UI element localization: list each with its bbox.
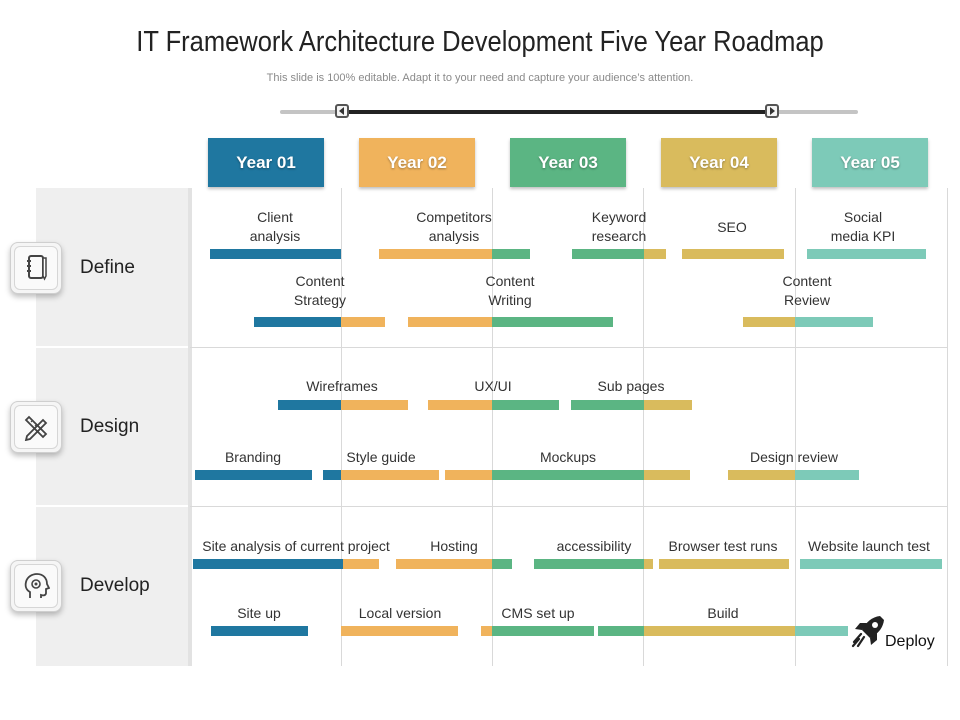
task-bar-content-strategy bbox=[254, 317, 341, 327]
task-bar-site-analysis bbox=[343, 559, 379, 569]
head-gear-icon bbox=[10, 560, 62, 612]
task-bar-accessibility bbox=[644, 559, 653, 569]
task-label-website-launch-test: Website launch test bbox=[808, 538, 930, 554]
slider-left-handle-icon[interactable] bbox=[335, 104, 349, 118]
task-bar-mockups bbox=[492, 470, 644, 480]
task-bar-website-launch-test bbox=[800, 559, 942, 569]
task-bar-competitors-analysis bbox=[492, 249, 530, 259]
task-label-site-up: Site up bbox=[237, 605, 281, 621]
year-header-5: Year 05 bbox=[812, 138, 928, 187]
page-subtitle: This slide is 100% editable. Adapt it to… bbox=[266, 72, 694, 84]
year-header-3: Year 03 bbox=[510, 138, 626, 187]
task-bar-build bbox=[598, 626, 644, 636]
task-bar-accessibility bbox=[534, 559, 644, 569]
phase-label-define: Define bbox=[80, 257, 135, 278]
rocket-icon bbox=[851, 616, 884, 648]
task-label-browser-test-runs: Browser test runs bbox=[668, 538, 778, 554]
task-label-design-review: Design review bbox=[750, 449, 838, 465]
task-label-site-analysis: Site analysis of current project bbox=[202, 538, 390, 554]
task-bar-hosting bbox=[492, 559, 512, 569]
task-label-sub-pages: Sub pages bbox=[597, 378, 665, 394]
year-header-2: Year 02 bbox=[359, 138, 475, 187]
task-label-hosting: Hosting bbox=[430, 538, 478, 554]
notebook-icon bbox=[10, 242, 62, 294]
phase-grid-line bbox=[190, 506, 948, 507]
task-bar-content-writing bbox=[408, 317, 492, 327]
task-bar-design-review bbox=[795, 470, 859, 480]
task-bar-ux-ui bbox=[492, 400, 559, 410]
phase-label-develop: Develop bbox=[80, 575, 150, 596]
task-bar-site-analysis bbox=[193, 559, 343, 569]
year-grid-line bbox=[795, 188, 796, 666]
task-label-content-review: Content Review bbox=[782, 273, 832, 308]
task-bar-keyword-research bbox=[572, 249, 644, 259]
task-bar-content-review bbox=[795, 317, 873, 327]
task-bar-style-guide bbox=[341, 470, 439, 480]
task-bar-hosting bbox=[396, 559, 492, 569]
year-grid-line bbox=[341, 188, 342, 666]
timeline-slider-range bbox=[342, 110, 772, 114]
task-bar-seo bbox=[682, 249, 784, 259]
task-label-keyword-research: Keyword research bbox=[591, 209, 647, 244]
task-label-cms-set-up: CMS set up bbox=[501, 605, 575, 621]
task-bar-branding bbox=[195, 470, 312, 480]
task-bar-content-strategy bbox=[341, 317, 385, 327]
task-bar-social-media-kpi bbox=[807, 249, 926, 259]
task-bar-content-review bbox=[743, 317, 795, 327]
task-bar-mockups bbox=[644, 470, 690, 480]
task-label-client-analysis: Client analysis bbox=[249, 209, 301, 244]
phase-divider bbox=[36, 505, 190, 507]
page-title: IT Framework Architecture Development Fi… bbox=[136, 26, 824, 58]
year-grid-line bbox=[643, 188, 644, 666]
year-header-1: Year 01 bbox=[208, 138, 324, 187]
task-bar-local-version bbox=[341, 626, 458, 636]
task-label-accessibility: accessibility bbox=[556, 538, 632, 554]
task-bar-client-analysis bbox=[210, 249, 341, 259]
task-bar-competitors-analysis bbox=[379, 249, 492, 259]
phase-divider bbox=[36, 346, 190, 348]
slider-right-handle-icon[interactable] bbox=[765, 104, 779, 118]
task-bar-browser-test-runs bbox=[659, 559, 789, 569]
deploy-label: Deploy bbox=[885, 633, 935, 650]
task-label-competitors-analysis: Competitors analysis bbox=[416, 209, 492, 244]
pencil-ruler-icon bbox=[10, 401, 62, 453]
deploy-milestone bbox=[850, 612, 945, 652]
task-label-mockups: Mockups bbox=[539, 449, 597, 465]
task-bar-content-writing bbox=[492, 317, 613, 327]
year-header-4: Year 04 bbox=[661, 138, 777, 187]
task-bar-mockups bbox=[445, 470, 492, 480]
phase-grid-line bbox=[190, 347, 948, 348]
task-label-branding: Branding bbox=[224, 449, 282, 465]
task-label-seo: SEO bbox=[717, 219, 747, 235]
task-bar-build bbox=[644, 626, 795, 636]
task-bar-ux-ui bbox=[428, 400, 492, 410]
task-bar-sub-pages bbox=[644, 400, 692, 410]
task-bar-site-up bbox=[211, 626, 308, 636]
task-bar-style-guide bbox=[323, 470, 341, 480]
task-bar-sub-pages bbox=[571, 400, 644, 410]
task-label-content-writing: Content Writing bbox=[485, 273, 535, 308]
phase-panel-edge bbox=[188, 188, 192, 666]
year-grid-line bbox=[492, 188, 493, 666]
phase-label-design: Design bbox=[80, 416, 140, 437]
year-grid-line bbox=[947, 188, 948, 666]
task-label-style-guide: Style guide bbox=[346, 449, 416, 465]
task-bar-cms-set-up bbox=[492, 626, 594, 636]
task-label-content-strategy: Content Strategy bbox=[293, 273, 347, 308]
task-label-social-media-kpi: Social media KPI bbox=[830, 209, 896, 244]
task-label-wireframes: Wireframes bbox=[306, 378, 378, 394]
task-label-build: Build bbox=[707, 605, 739, 621]
task-bar-build bbox=[795, 626, 848, 636]
task-bar-wireframes bbox=[278, 400, 341, 410]
task-label-ux-ui: UX/UI bbox=[474, 378, 512, 394]
task-bar-design-review bbox=[728, 470, 795, 480]
task-label-local-version: Local version bbox=[358, 605, 442, 621]
task-bar-wireframes bbox=[341, 400, 408, 410]
task-bar-cms-set-up bbox=[481, 626, 492, 636]
task-bar-keyword-research bbox=[644, 249, 666, 259]
